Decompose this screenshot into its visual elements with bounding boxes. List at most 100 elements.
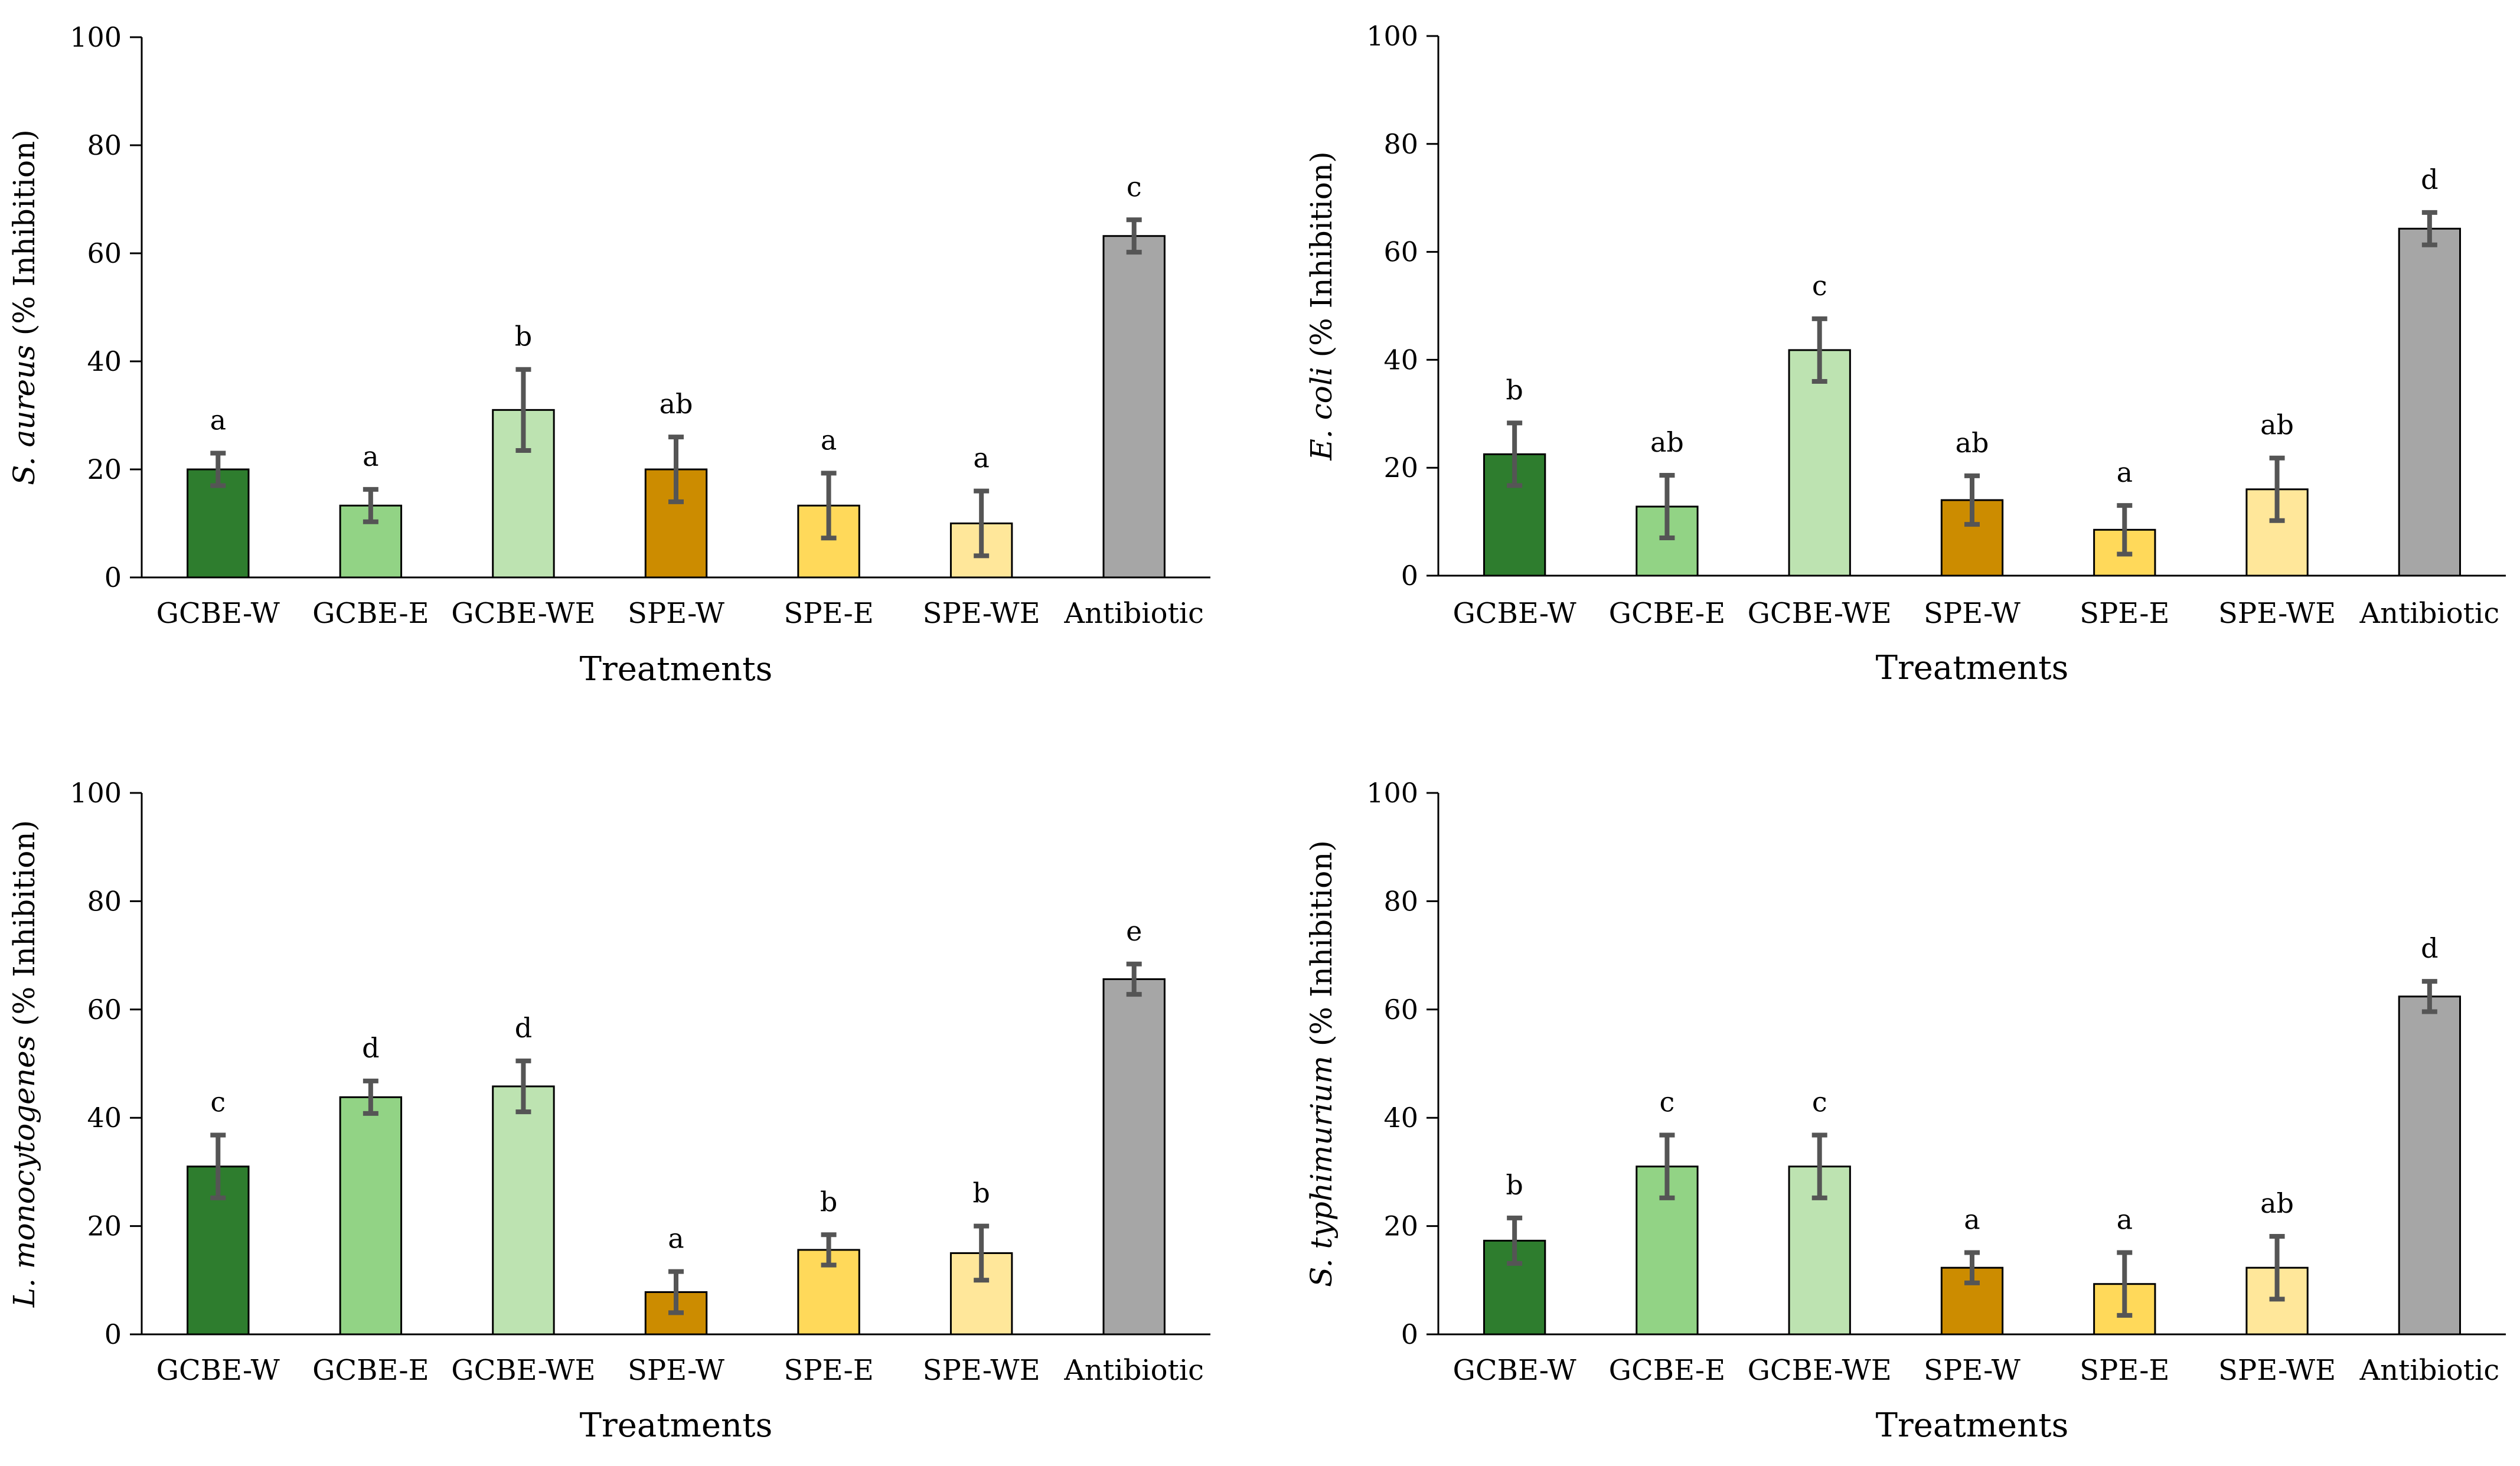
significance-label-antibiotic: c [1127,171,1142,203]
x-tick-label-spe-e: SPE-E [2080,597,2169,630]
y-tick-label: 40 [87,1102,122,1134]
x-tick-label-spe-e: SPE-E [784,597,873,630]
y-tick-label: 0 [105,561,122,593]
y-axis-title: S. typhimurium (% Inhibition) [1304,840,1339,1287]
significance-label-gcbe-e: a [363,440,378,472]
significance-label-spe-w: ab [1956,427,1989,459]
bar-gcbe-w [1483,1239,1546,1336]
significance-label-spe-e: a [821,424,837,456]
significance-label-gcbe-w: b [1506,1169,1523,1201]
bar-gcbe-we [492,1085,555,1336]
significance-label-spe-w: a [668,1223,684,1255]
x-tick-label-gcbe-we: GCBE-WE [1748,1354,1892,1387]
y-tick-label: 60 [87,237,122,269]
x-tick-label-spe-we: SPE-WE [2218,597,2336,630]
significance-label-gcbe-w: a [210,404,226,436]
y-tick-label: 100 [70,777,122,809]
significance-label-gcbe-we: b [515,321,532,352]
y-tick-label: 40 [87,345,122,377]
y-axis-title: E. coli (% Inhibition) [1304,151,1339,461]
y-tick-label: 0 [105,1318,122,1350]
bar-antibiotic [2398,227,2462,577]
y-tick-label: 20 [87,1210,122,1242]
significance-label-antibiotic: d [2421,932,2438,964]
y-axis-title-unit: (% Inhibition) [1304,151,1339,367]
y-tick-label: 100 [70,21,122,53]
x-tick-label-gcbe-w: GCBE-W [156,597,280,630]
x-tick-label-antibiotic: Antibiotic [1063,597,1204,630]
x-tick-label-gcbe-we: GCBE-WE [451,1354,595,1387]
x-tick-label-spe-we: SPE-WE [2218,1354,2336,1387]
y-tick-label: 80 [87,129,122,161]
x-tick-label-spe-e: SPE-E [2080,1354,2169,1387]
y-tick-label: 80 [1383,128,1418,160]
x-tick-label-gcbe-w: GCBE-W [1453,597,1577,630]
x-tick-label-antibiotic: Antibiotic [1063,1354,1204,1387]
bar-gcbe-we [1788,349,1851,577]
y-tick-label: 20 [1383,452,1418,484]
bar-antibiotic [2398,995,2462,1336]
bar-spe-e [797,504,860,579]
y-tick-label: 0 [1401,1318,1418,1350]
x-tick-label-antibiotic: Antibiotic [2359,597,2499,630]
y-tick-label: 20 [1383,1210,1418,1242]
significance-label-spe-w: a [1964,1204,1980,1236]
chart-panel-bottom-left: 0 20 40 60 80 100 c GCBE-W d GCBE-E d GCBE-WE a SPE-W… [7,777,1210,1445]
bar-gcbe-e [339,1096,403,1336]
y-tick-label: 60 [87,994,122,1026]
significance-label-spe-we: ab [2260,1187,2294,1219]
y-axis-title: L. monocytogenes (% Inhibition) [7,820,41,1308]
x-tick-label-spe-w: SPE-W [1924,1354,2021,1387]
y-tick-label: 100 [1366,777,1418,809]
y-axis-title-species: E. coli [1304,367,1339,461]
significance-label-spe-we: a [973,442,989,474]
x-axis-title: Treatments [580,1406,773,1445]
y-axis-title-unit: (% Inhibition) [7,129,41,345]
significance-label-spe-we: b [972,1177,990,1209]
significance-label-gcbe-e: d [362,1032,379,1064]
significance-label-gcbe-w: b [1506,374,1523,406]
x-tick-label-spe-w: SPE-W [628,1354,725,1387]
significance-label-gcbe-we: c [1812,270,1827,302]
x-tick-label-gcbe-e: GCBE-E [312,1354,429,1387]
significance-label-spe-e: a [2117,1204,2133,1236]
x-tick-label-spe-w: SPE-W [1924,597,2021,630]
x-tick-label-spe-we: SPE-WE [923,597,1040,630]
x-tick-label-gcbe-we: GCBE-WE [1748,597,1892,630]
significance-label-gcbe-we: c [1812,1086,1827,1118]
significance-label-gcbe-we: d [515,1012,532,1044]
x-axis-title: Treatments [580,650,773,688]
x-tick-label-spe-we: SPE-WE [923,1354,1040,1387]
y-tick-label: 40 [1383,344,1418,376]
x-tick-label-gcbe-e: GCBE-E [1609,597,1726,630]
significance-label-spe-e: a [2117,456,2133,488]
bar-spe-we [949,1252,1013,1336]
chart-panel-bottom-right: 0 20 40 60 80 100 b GCBE-W c GCBE-E c GCBE-WE a SPE-W… [1304,777,2506,1445]
y-axis-title: S. aureus (% Inhibition) [7,129,41,485]
significance-label-antibiotic: e [1126,915,1142,947]
y-axis-title-unit: (% Inhibition) [1304,840,1339,1056]
y-tick-label: 60 [1383,236,1418,268]
significance-label-spe-e: b [820,1186,837,1217]
x-tick-label-gcbe-w: GCBE-W [156,1354,280,1387]
significance-label-gcbe-w: c [210,1086,226,1118]
chart-panel-top-left: 0 20 40 60 80 100 a GCBE-W a GCBE-E b GCBE-WE ab SPE-… [7,21,1210,688]
y-axis-title-unit: (% Inhibition) [7,820,41,1036]
y-tick-label: 0 [1401,560,1418,592]
x-tick-label-antibiotic: Antibiotic [2359,1354,2499,1387]
y-axis-title-species: S. aureus [7,345,41,485]
y-tick-label: 100 [1366,20,1418,52]
significance-label-antibiotic: d [2421,164,2438,195]
significance-label-gcbe-e: c [1660,1086,1675,1118]
y-tick-label: 60 [1383,994,1418,1026]
bar-antibiotic [1102,235,1166,579]
x-tick-label-gcbe-e: GCBE-E [1609,1354,1726,1387]
y-tick-label: 40 [1383,1102,1418,1134]
y-tick-label: 20 [87,453,122,485]
y-axis-title-species: L. monocytogenes [7,1036,41,1308]
y-axis-title-species: S. typhimurium [1304,1056,1339,1287]
y-tick-label: 80 [1383,885,1418,917]
significance-label-spe-we: ab [2260,409,2294,441]
x-tick-label-spe-e: SPE-E [784,1354,873,1387]
